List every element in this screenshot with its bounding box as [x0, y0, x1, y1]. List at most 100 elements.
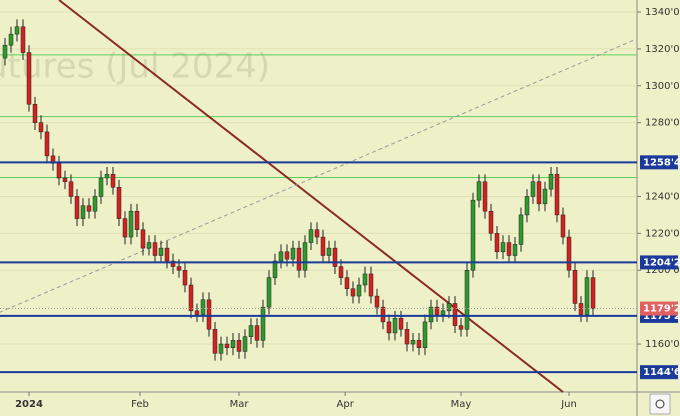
y-tick-label: 1240'0	[645, 191, 680, 202]
y-tick-label: 1160'0	[645, 339, 680, 350]
level-label: 1144'6	[643, 367, 680, 378]
candle-body	[410, 340, 416, 345]
candle-body	[260, 306, 266, 341]
candle-body	[236, 340, 242, 352]
candle-body	[440, 310, 446, 315]
candle-body	[536, 181, 542, 205]
level-label-box	[640, 255, 678, 270]
candle-body	[74, 196, 80, 219]
candle-body	[296, 247, 302, 271]
candle-body	[128, 210, 134, 238]
candle-body	[140, 229, 146, 249]
candle-body	[518, 214, 524, 245]
candle-body	[56, 163, 62, 179]
candle-body	[308, 229, 314, 243]
candle-body	[182, 269, 188, 286]
candle-body	[122, 218, 128, 238]
candle-body	[164, 247, 170, 262]
y-tick-label: 1220'0	[645, 228, 680, 239]
x-tick-label: Mar	[230, 399, 250, 410]
candle-body	[452, 303, 458, 326]
candle-body	[80, 205, 86, 219]
level-label-box	[640, 155, 678, 170]
settings-button[interactable]	[649, 393, 671, 415]
candle-body	[218, 343, 224, 354]
x-tick-label: Apr	[337, 399, 355, 410]
candle-body	[116, 186, 122, 219]
candle-body	[200, 299, 206, 315]
x-tick-label: 2024	[15, 399, 43, 410]
candle-body	[284, 251, 290, 260]
candle-body	[194, 310, 200, 315]
trendline	[0, 39, 636, 313]
candle-body	[482, 181, 488, 212]
last-price-label: 1179'2	[643, 304, 680, 315]
y-tick-label: 1300'0	[645, 81, 680, 92]
candle-body	[272, 260, 278, 278]
candle-body	[554, 174, 560, 216]
candle-body	[104, 174, 110, 179]
candle-body	[8, 33, 14, 46]
last-price-box	[640, 301, 678, 316]
candle-body	[446, 303, 452, 312]
candle-body	[170, 260, 176, 267]
candle-body	[386, 321, 392, 334]
candle-body	[356, 284, 362, 297]
level-label: 1175'2	[643, 311, 680, 322]
candle-body	[32, 103, 38, 123]
candle-body	[506, 242, 512, 256]
settings-icon[interactable]	[655, 399, 665, 409]
candle-body	[68, 181, 74, 197]
x-tick-label: Jun	[560, 399, 577, 410]
candle-body	[152, 242, 158, 256]
candle-body	[266, 277, 272, 308]
candle-body	[416, 340, 422, 348]
candle-body	[350, 288, 356, 297]
candle-body	[548, 174, 554, 190]
candle-body	[302, 242, 308, 271]
candle-body	[572, 269, 578, 304]
candle-body	[2, 44, 8, 59]
candle-body	[98, 177, 104, 197]
candle-body	[146, 242, 152, 249]
candle-body	[344, 277, 350, 289]
candle-body	[494, 233, 500, 253]
level-label-box	[640, 365, 678, 380]
candle-body	[470, 199, 476, 271]
level-label: 1258'4	[643, 157, 680, 168]
candle-body	[62, 177, 68, 182]
candle-body	[158, 247, 164, 256]
y-tick-label: 1200'0	[645, 265, 680, 276]
candle-body	[464, 269, 470, 330]
candle-body	[224, 343, 230, 348]
candle-body	[278, 251, 284, 262]
watermark: Futures (Jul 2024)	[0, 47, 270, 87]
candle-body	[110, 174, 116, 188]
candle-body	[332, 247, 338, 267]
candle-body	[26, 52, 32, 105]
candle-body	[362, 273, 368, 286]
candle-body	[476, 181, 482, 201]
x-tick-label: Feb	[131, 399, 149, 410]
candle-body	[326, 247, 332, 256]
candle-body	[14, 26, 20, 35]
candle-body	[428, 306, 434, 323]
candle-body	[254, 325, 260, 341]
candle-body	[134, 210, 140, 230]
candle-body	[248, 325, 254, 337]
candle-body	[404, 329, 410, 345]
candle-body	[212, 329, 218, 354]
candle-body	[434, 306, 440, 315]
candle-body	[188, 284, 194, 312]
candle-body	[524, 196, 530, 216]
candle-body	[320, 236, 326, 256]
x-tick-label: May	[451, 399, 472, 410]
candle-body	[86, 205, 92, 212]
trendline	[58, 0, 564, 393]
candle-body	[542, 188, 548, 205]
candle-body	[458, 325, 464, 330]
candle-body	[590, 277, 596, 309]
level-label: 1204'2	[643, 257, 680, 268]
candle-body	[530, 181, 536, 197]
